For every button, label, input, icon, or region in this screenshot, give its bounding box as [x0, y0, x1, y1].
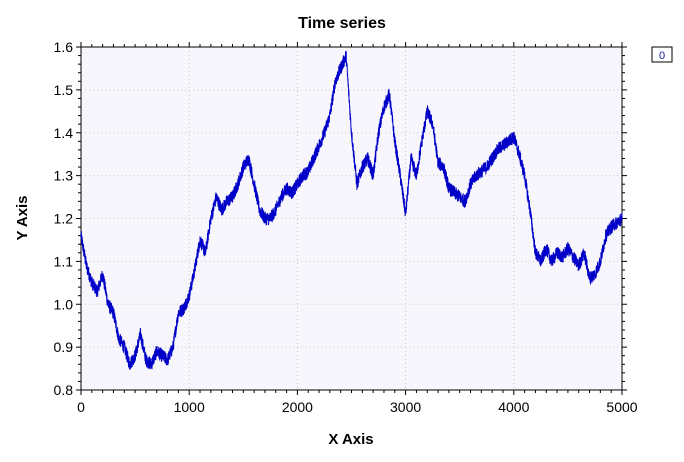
x-axis-label: X Axis: [328, 431, 373, 448]
axis-ticks: [76, 42, 627, 395]
x-tick-labels: 0 1000 2000 3000 4000 5000: [77, 399, 638, 415]
x-tick-label: 0: [77, 399, 85, 415]
y-tick-label: 0.9: [54, 339, 74, 355]
plot-background: [81, 47, 622, 390]
chart-title: Time series: [298, 15, 386, 32]
y-axis-label: Y Axis: [14, 195, 31, 240]
x-tick-label: 4000: [498, 399, 529, 415]
y-tick-labels: 0.8 0.9 1.0 1.1 1.2 1.3 1.4 1.5 1.6: [54, 39, 74, 398]
y-tick-label: 1.1: [54, 253, 74, 269]
y-tick-label: 0.8: [54, 382, 74, 398]
y-tick-label: 1.3: [54, 168, 74, 184]
series-layer: [80, 50, 623, 370]
x-tick-label: 2000: [282, 399, 313, 415]
x-tick-label: 3000: [390, 399, 421, 415]
legend-box: [651, 46, 673, 63]
legend: 0: [651, 46, 673, 63]
series-line: [80, 50, 623, 370]
y-tick-label: 1.4: [54, 125, 74, 141]
legend-entry: 0: [659, 50, 665, 62]
y-tick-label: 1.2: [54, 211, 74, 227]
y-tick-label: 1.5: [54, 82, 74, 98]
y-tick-label: 1.0: [54, 296, 74, 312]
x-tick-label: 1000: [174, 399, 205, 415]
y-tick-label: 1.6: [54, 39, 74, 55]
x-tick-label: 5000: [606, 399, 637, 415]
